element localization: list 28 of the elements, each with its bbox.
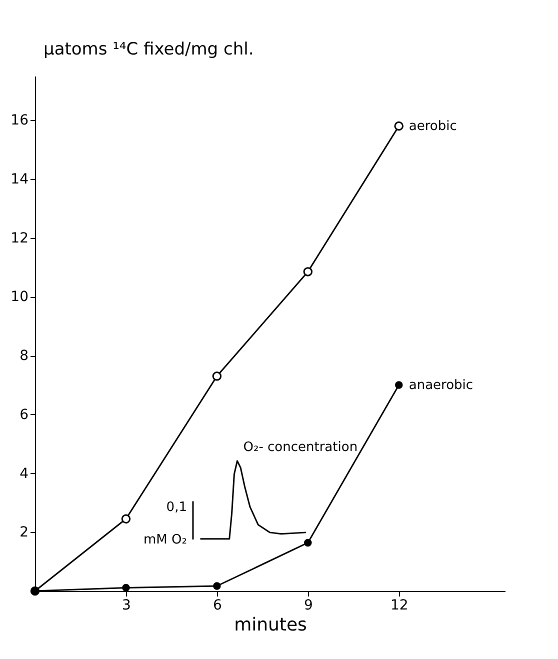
annotation: mM O₂ xyxy=(144,532,187,548)
point xyxy=(212,372,222,381)
point xyxy=(394,121,404,131)
x-tick-label: 6 xyxy=(212,598,222,614)
y-tick-label: 16 xyxy=(10,112,29,129)
point xyxy=(121,514,131,524)
point xyxy=(304,538,312,547)
y-tick-label: 6 xyxy=(20,406,29,423)
point xyxy=(213,582,221,590)
series-label: anaerobic xyxy=(408,378,474,393)
point xyxy=(303,267,313,276)
x-tick-label: 9 xyxy=(304,598,313,614)
y-tick-label: 10 xyxy=(10,289,28,306)
y-tick-label: 12 xyxy=(10,230,28,246)
annotation: 0,1 xyxy=(166,500,187,516)
point xyxy=(122,584,130,592)
y-tick-label: 4 xyxy=(20,466,29,482)
series-label: aerobic xyxy=(408,119,457,134)
y-tick-label: 2 xyxy=(20,524,28,541)
point xyxy=(395,381,403,389)
y-tick-label: 8 xyxy=(20,348,28,364)
line-series xyxy=(200,460,307,540)
x-axis-title: minutes xyxy=(234,614,307,636)
x-tick-label: 3 xyxy=(122,598,131,614)
x-tick-label: 12 xyxy=(390,598,408,614)
y-tick-label: 14 xyxy=(10,172,29,188)
y-axis-title: μatoms ¹⁴C fixed/mg chl. xyxy=(44,40,254,60)
annotation: O₂- concentration xyxy=(243,440,358,455)
